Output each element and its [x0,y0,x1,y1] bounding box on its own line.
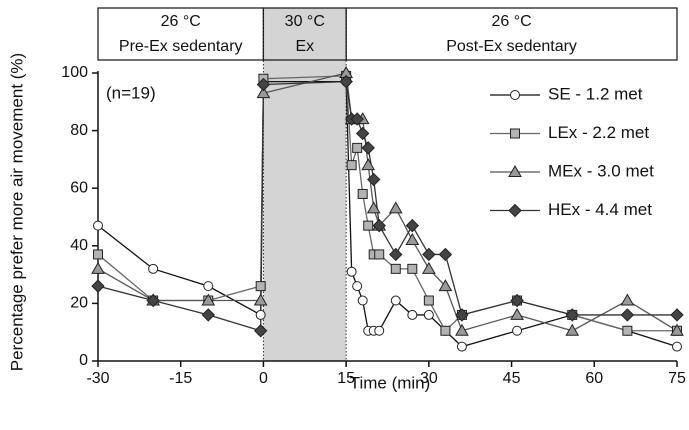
marker [565,323,580,336]
marker [253,293,268,306]
marker [355,126,370,141]
marker [91,261,105,274]
marker [438,279,453,292]
marker [148,263,159,274]
x-tick-label: 45 [503,370,521,387]
marker [510,293,524,308]
marker [438,247,453,262]
marker [350,112,364,126]
marker [201,308,215,322]
marker [372,218,386,233]
marker [388,201,403,214]
marker [346,160,357,171]
marker [352,142,363,153]
marker [366,201,381,214]
marker [253,324,268,338]
marker [357,295,368,306]
legend-label: SE - 1.2 met [548,84,643,103]
marker [670,323,684,336]
legend-label: MEx - 3.0 met [548,161,654,180]
marker [255,281,266,292]
phase-temp: 26 °C [161,13,201,30]
y-tick-label: 40 [70,237,88,254]
x-tick-label: 30 [420,370,438,387]
y-tick-label: 20 [70,295,88,312]
marker [405,233,420,246]
marker [620,308,635,322]
marker [512,325,523,336]
marker [510,307,524,320]
marker [390,263,401,274]
marker [565,308,579,322]
marker [622,325,633,336]
legend-marker [510,90,520,100]
marker [670,308,684,322]
y-tick-label: 60 [70,179,88,196]
x-tick-label: 0 [259,370,268,387]
marker [339,74,353,89]
marker [456,341,467,352]
marker [421,261,436,274]
marker [346,266,357,277]
annotation: (n=19) [106,83,156,102]
marker [407,263,418,274]
x-tick-label: -15 [169,370,192,387]
marker [91,279,105,293]
marker [203,281,214,292]
y-axis-title: Percentage prefer more air movement (%) [7,53,26,371]
marker [361,158,376,171]
marker [422,247,436,262]
marker [363,220,374,231]
marker [357,188,368,199]
marker [256,86,271,99]
marker [361,141,375,155]
phase-label: Pre-Ex sedentary [119,38,243,55]
phase-box [262,7,347,61]
marker [405,218,420,233]
legend-marker [510,128,520,139]
y-tick-label: 80 [70,122,88,139]
marker [255,309,266,320]
x-axis-title: Time (min) [350,373,431,392]
marker [672,341,682,352]
marker [390,295,401,306]
marker [374,249,385,260]
marker [455,323,469,336]
marker [146,293,160,308]
phase-temp: 26 °C [491,13,531,30]
y-tick-label: 100 [61,64,88,81]
marker [407,309,418,320]
marker [423,309,434,320]
marker [201,293,216,306]
marker [389,247,403,262]
phase-temp: 30 °C [285,13,325,30]
marker [93,249,103,260]
x-tick-label: 75 [668,370,686,387]
x-tick-label: 60 [585,370,603,387]
legend-marker [508,164,522,177]
x-tick-label: 15 [337,370,355,387]
legend-label: HEx - 4.4 met [548,200,652,219]
marker [455,308,469,322]
marker [620,293,635,306]
y-tick-label: 0 [79,352,88,369]
shaded-region [263,60,347,361]
x-tick-label: -30 [86,370,109,387]
marker [423,295,434,306]
legend-label: LEx - 2.2 met [548,123,649,142]
marker [93,220,103,231]
marker [352,281,363,292]
legend-marker [508,203,522,218]
phase-label: Post-Ex sedentary [446,38,577,55]
marker [367,172,381,187]
marker [256,77,271,92]
marker [374,325,385,336]
marker [440,325,451,336]
phase-label: Ex [295,38,314,55]
